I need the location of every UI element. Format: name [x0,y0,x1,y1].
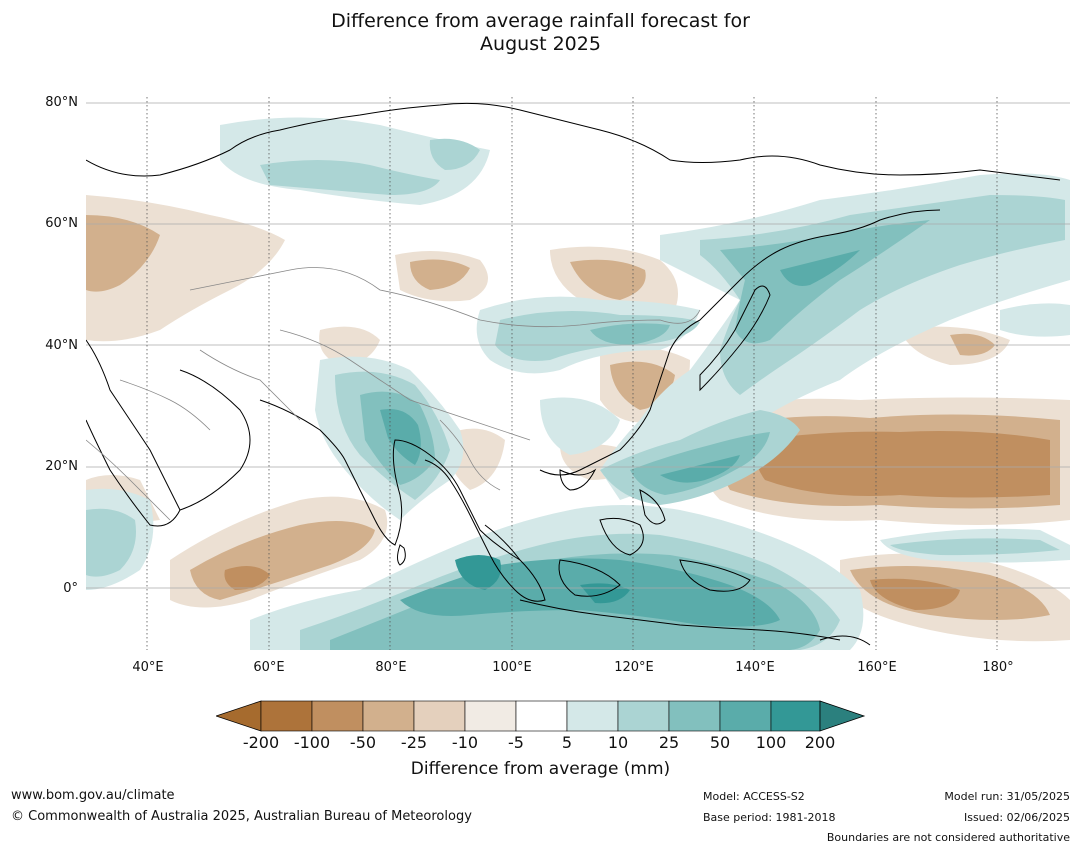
colorbar-bin-10 [719,700,772,732]
colorbar-bin-4 [413,700,466,732]
model-run-text: Model run: 31/05/2025 [944,790,1070,803]
base-period-text: Base period: 1981-2018 [703,811,836,824]
colorbar-tick: 200 [804,733,836,752]
colorbar-bin-2 [311,700,364,732]
colorbar-bin-9 [668,700,721,732]
lat-label-20n: 20°N [45,459,78,474]
lon-label-60e: 60°E [253,660,285,675]
country-borders [86,267,701,521]
lon-label-160e: 160°E [857,660,897,675]
title-line-2: August 2025 [480,33,601,55]
website-link[interactable]: www.bom.gov.au/climate [11,788,175,803]
colorbar-bin-7 [566,700,619,732]
lon-label-80e: 80°E [375,660,407,675]
colorbar-tick: 25 [658,733,680,752]
colorbar-tick: 10 [607,733,629,752]
map-title: Difference from average rainfall forecas… [0,10,1081,56]
lat-label-40n: 40°N [45,338,78,353]
rainfall-anomaly-map [86,97,1070,650]
lon-label-140e: 140°E [735,660,775,675]
colorbar-tick: -10 [451,733,479,752]
disclaimer-text: Boundaries are not considered authoritat… [826,831,1070,844]
colorbar-bin-8 [617,700,670,732]
latitude-gridlines [86,102,1070,589]
lon-label-180: 180° [982,660,1014,675]
coastlines [86,102,1061,646]
longitude-gridlines [146,97,998,650]
colorbar-low-extension [216,700,262,732]
colorbar-tick: -50 [349,733,377,752]
lon-label-100e: 100°E [492,660,532,675]
colorbar-tick: 50 [709,733,731,752]
colorbar-bin-6 [515,700,568,732]
lat-label-0: 0° [63,581,78,596]
colorbar-tick: -100 [293,733,331,752]
colorbar-tick: -5 [508,733,524,752]
colorbar-bin-5 [464,700,517,732]
model-text: Model: ACCESS-S2 [703,790,805,803]
colorbar-tick: 5 [561,733,573,752]
colorbar-tick: -200 [242,733,280,752]
colorbar-label: Difference from average (mm) [410,759,671,779]
colorbar-tick: 100 [755,733,787,752]
map-canvas [86,97,1070,650]
issued-text: Issued: 02/06/2025 [963,811,1070,824]
anomaly-negative-strong [224,431,1050,610]
copyright-text: © Commonwealth of Australia 2025, Austra… [11,809,472,824]
colorbar-tick: -25 [400,733,428,752]
colorbar-high-extension [819,700,866,732]
lon-label-40e: 40°E [132,660,164,675]
lat-label-80n: 80°N [45,95,78,110]
colorbar-bin-11 [770,700,821,732]
lat-label-60n: 60°N [45,216,78,231]
colorbar-bin-3 [362,700,415,732]
lon-label-120e: 120°E [614,660,654,675]
colorbar [216,700,866,732]
colorbar-bin-1 [260,700,313,732]
title-line-1: Difference from average rainfall forecas… [331,10,750,32]
